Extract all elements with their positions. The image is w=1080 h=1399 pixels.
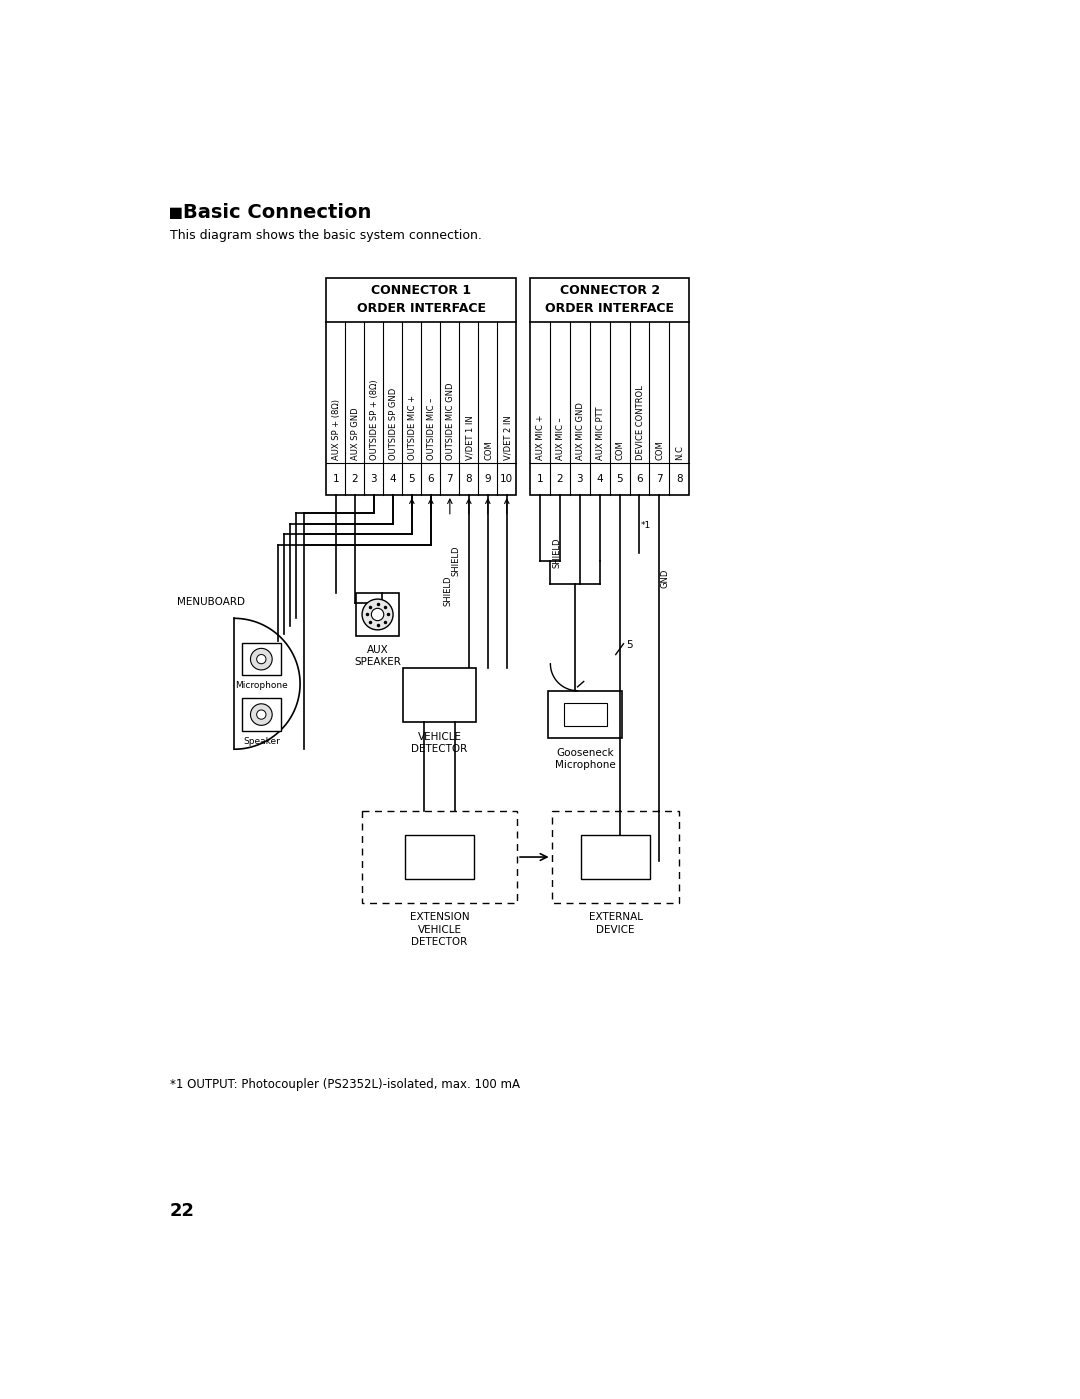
Text: CONNECTOR 1
ORDER INTERFACE: CONNECTOR 1 ORDER INTERFACE <box>356 284 486 315</box>
Bar <box>405 835 474 879</box>
Text: OUTSIDE MIC –: OUTSIDE MIC – <box>427 397 436 460</box>
Text: 4: 4 <box>596 474 603 484</box>
Text: AUX SP GND: AUX SP GND <box>351 407 361 460</box>
Text: DEVICE CONTROL: DEVICE CONTROL <box>636 385 645 460</box>
Bar <box>326 278 516 495</box>
Text: COM: COM <box>656 439 664 460</box>
Text: Basic Connection: Basic Connection <box>183 203 372 222</box>
Text: 2: 2 <box>556 474 564 484</box>
Text: GND: GND <box>661 568 670 588</box>
Bar <box>530 278 689 495</box>
Bar <box>581 835 650 879</box>
Text: AUX SP + (8Ω): AUX SP + (8Ω) <box>333 399 341 460</box>
Text: V/DET 1 IN: V/DET 1 IN <box>465 416 474 460</box>
Circle shape <box>362 599 393 630</box>
Text: 5: 5 <box>625 641 633 651</box>
Bar <box>564 704 607 726</box>
Text: ■: ■ <box>170 203 181 222</box>
Bar <box>242 698 281 730</box>
Text: 7: 7 <box>446 474 454 484</box>
Text: Speaker: Speaker <box>243 737 280 746</box>
Text: 8: 8 <box>676 474 683 484</box>
Bar <box>362 811 517 904</box>
Text: 3: 3 <box>370 474 377 484</box>
Text: SHIELD: SHIELD <box>451 546 460 575</box>
Text: EXTENSION
VEHICLE
DETECTOR: EXTENSION VEHICLE DETECTOR <box>409 912 470 947</box>
Bar <box>356 593 399 635</box>
Text: 5: 5 <box>408 474 415 484</box>
Text: *1 OUTPUT: Photocoupler (PS2352L)-isolated, max. 100 mA: *1 OUTPUT: Photocoupler (PS2352L)-isolat… <box>170 1077 519 1091</box>
Text: N.C: N.C <box>675 445 685 460</box>
Text: AUX MIC +: AUX MIC + <box>537 414 545 460</box>
Text: OUTSIDE MIC +: OUTSIDE MIC + <box>408 395 417 460</box>
Circle shape <box>257 655 266 663</box>
Text: OUTSIDE SP GND: OUTSIDE SP GND <box>389 388 399 460</box>
Text: 4: 4 <box>390 474 396 484</box>
Text: COM: COM <box>484 439 494 460</box>
Text: AUX
SPEAKER: AUX SPEAKER <box>354 645 401 667</box>
Circle shape <box>257 709 266 719</box>
Circle shape <box>251 704 272 725</box>
Bar <box>549 691 622 739</box>
Text: 8: 8 <box>465 474 472 484</box>
Circle shape <box>372 609 383 621</box>
Text: 9: 9 <box>485 474 491 484</box>
Text: 3: 3 <box>577 474 583 484</box>
Text: COM: COM <box>616 439 625 460</box>
Text: 1: 1 <box>333 474 339 484</box>
Text: AUX MIC PTT: AUX MIC PTT <box>596 406 605 460</box>
Circle shape <box>251 648 272 670</box>
Text: 2: 2 <box>352 474 359 484</box>
Text: CONNECTOR 2
ORDER INTERFACE: CONNECTOR 2 ORDER INTERFACE <box>545 284 674 315</box>
Text: AUX MIC –: AUX MIC – <box>556 417 565 460</box>
Bar <box>552 811 679 904</box>
Text: AUX MIC GND: AUX MIC GND <box>576 402 585 460</box>
Text: EXTERNAL
DEVICE: EXTERNAL DEVICE <box>589 912 643 935</box>
Text: OUTSIDE MIC GND: OUTSIDE MIC GND <box>446 382 455 460</box>
Text: 6: 6 <box>636 474 643 484</box>
Text: VEHICLE
DETECTOR: VEHICLE DETECTOR <box>411 732 468 754</box>
Text: SHIELD: SHIELD <box>444 576 453 607</box>
Bar <box>403 669 476 722</box>
Text: 1: 1 <box>537 474 543 484</box>
Text: 5: 5 <box>617 474 623 484</box>
Text: Gooseneck
Microphone: Gooseneck Microphone <box>555 747 616 769</box>
Text: 10: 10 <box>500 474 513 484</box>
Text: OUTSIDE SP + (8Ω): OUTSIDE SP + (8Ω) <box>370 379 379 460</box>
Bar <box>242 644 281 676</box>
Text: V/DET 2 IN: V/DET 2 IN <box>503 416 512 460</box>
Text: SHIELD: SHIELD <box>553 537 562 568</box>
Text: This diagram shows the basic system connection.: This diagram shows the basic system conn… <box>170 229 482 242</box>
Text: 6: 6 <box>428 474 434 484</box>
Text: *1: *1 <box>642 522 651 530</box>
Text: 7: 7 <box>656 474 663 484</box>
Text: Microphone: Microphone <box>235 681 287 691</box>
Text: 22: 22 <box>170 1202 194 1220</box>
Text: MENUBOARD: MENUBOARD <box>177 597 245 607</box>
